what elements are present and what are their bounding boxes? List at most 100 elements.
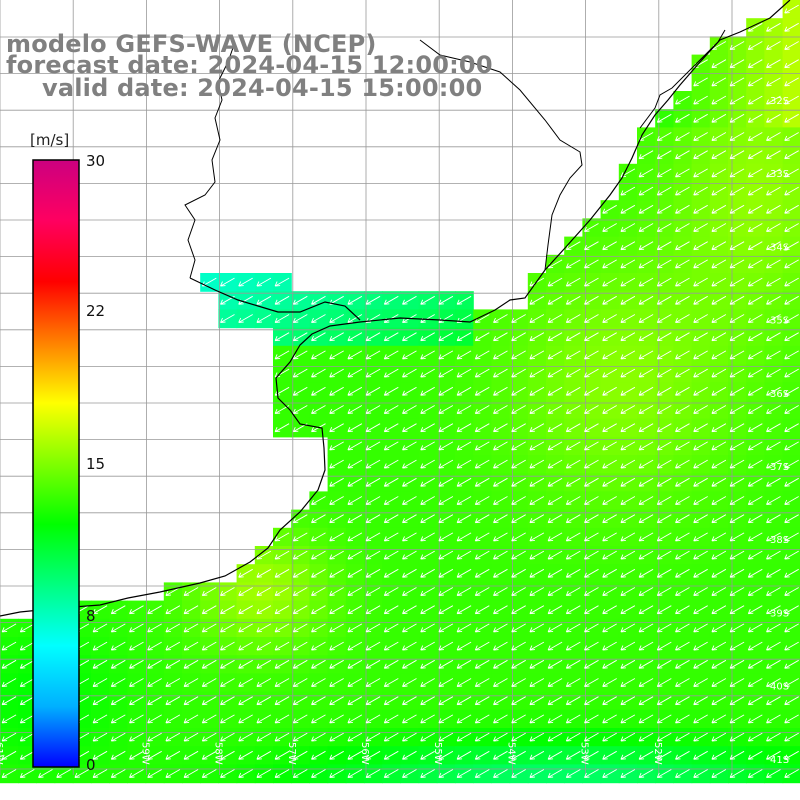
wind-arrow [402, 750, 417, 760]
wind-arrow [201, 659, 217, 669]
wind-arrow [365, 386, 381, 396]
wind-arrow [220, 750, 235, 760]
latitude-label: 33S [770, 169, 789, 180]
wind-arrow [675, 532, 690, 542]
wind-arrow [92, 678, 108, 687]
wind-arrow [383, 350, 399, 360]
wind-arrow [474, 423, 490, 433]
wind-arrow [474, 587, 490, 596]
wind-arrow [693, 750, 708, 760]
wind-arrow [365, 350, 381, 360]
wind-arrow [784, 696, 799, 706]
wind-arrow [711, 605, 727, 615]
wind-arrow [365, 459, 381, 469]
wind-arrow [256, 678, 272, 687]
wind-arrow [474, 441, 490, 451]
wind-arrow [620, 696, 636, 706]
wind-arrow [529, 459, 545, 469]
wind-arrow [747, 659, 763, 669]
wind-arrow [438, 623, 454, 633]
wind-arrow [511, 678, 526, 687]
wind-arrow [656, 441, 672, 451]
wind-arrow [474, 386, 490, 396]
wind-arrow [438, 678, 454, 687]
wind-arrow [784, 295, 799, 305]
wind-arrow [675, 550, 690, 560]
wind-arrow [584, 441, 599, 451]
wind-arrow [183, 623, 199, 633]
wind-arrow [784, 532, 799, 542]
wind-arrow [420, 477, 435, 487]
wind-arrow [675, 587, 690, 596]
wind-arrow [201, 714, 217, 724]
wind-arrow [547, 550, 563, 560]
wind-arrow [274, 714, 290, 724]
wind-arrow [365, 550, 381, 560]
wind-arrow [456, 732, 472, 742]
wind-arrow [19, 659, 35, 669]
wind-arrow [747, 441, 763, 451]
wind-arrow [365, 295, 381, 305]
wind-arrow [493, 623, 508, 633]
wind-arrow [347, 496, 363, 505]
wind-arrow [420, 332, 435, 342]
wind-arrow [675, 150, 690, 160]
wind-arrow [747, 696, 763, 706]
wind-arrow [638, 732, 654, 742]
wind-arrow [456, 659, 472, 669]
wind-arrow [256, 587, 272, 596]
wind-arrow [511, 441, 526, 451]
wind-arrow [329, 732, 344, 742]
wind-arrow [311, 641, 326, 651]
wind-arrow [766, 532, 781, 542]
wind-arrow [711, 223, 727, 232]
wind-arrow [565, 605, 581, 615]
wind-arrow [256, 277, 272, 287]
wind-arrow [420, 769, 435, 778]
wind-arrow [329, 368, 344, 378]
wind-arrow [656, 732, 672, 742]
wind-arrow [201, 750, 217, 760]
wind-arrow [620, 532, 636, 542]
wind-arrow [620, 277, 636, 287]
wind-arrow [565, 678, 581, 687]
wind-arrow [766, 368, 781, 378]
wind-arrow [747, 678, 763, 687]
wind-arrow [584, 550, 599, 560]
wind-arrow [675, 186, 690, 196]
wind-arrow [711, 77, 727, 87]
longitude-label: 54W [505, 742, 516, 765]
wind-arrow [656, 186, 672, 196]
wind-arrow [256, 623, 272, 633]
wind-arrow [383, 587, 399, 596]
wind-arrow [656, 405, 672, 414]
wind-arrow [402, 459, 417, 469]
wind-arrow [347, 714, 363, 724]
wind-arrow [747, 769, 763, 778]
longitude-label: 58W [213, 742, 224, 765]
wind-arrow [747, 223, 763, 232]
wind-arrow [675, 350, 690, 360]
wind-arrow [675, 113, 690, 123]
wind-arrow [92, 732, 108, 742]
wind-arrow [675, 314, 690, 323]
wind-arrow [547, 750, 563, 760]
wind-arrow [474, 405, 490, 414]
wind-arrow [456, 514, 472, 524]
wind-arrow [383, 423, 399, 433]
wind-arrow [256, 696, 272, 706]
wind-arrow [620, 314, 636, 323]
wind-arrow [420, 441, 435, 451]
wind-arrow [456, 750, 472, 760]
wind-arrow [766, 623, 781, 633]
wind-arrow [638, 386, 654, 396]
wind-arrow [438, 769, 454, 778]
wind-arrow [347, 459, 363, 469]
wind-arrow [747, 386, 763, 396]
wind-arrow [766, 59, 781, 69]
wind-arrow [675, 605, 690, 615]
wind-arrow [693, 150, 708, 160]
wind-arrow [638, 241, 654, 251]
wind-arrow [438, 350, 454, 360]
wind-arrow [620, 332, 636, 342]
